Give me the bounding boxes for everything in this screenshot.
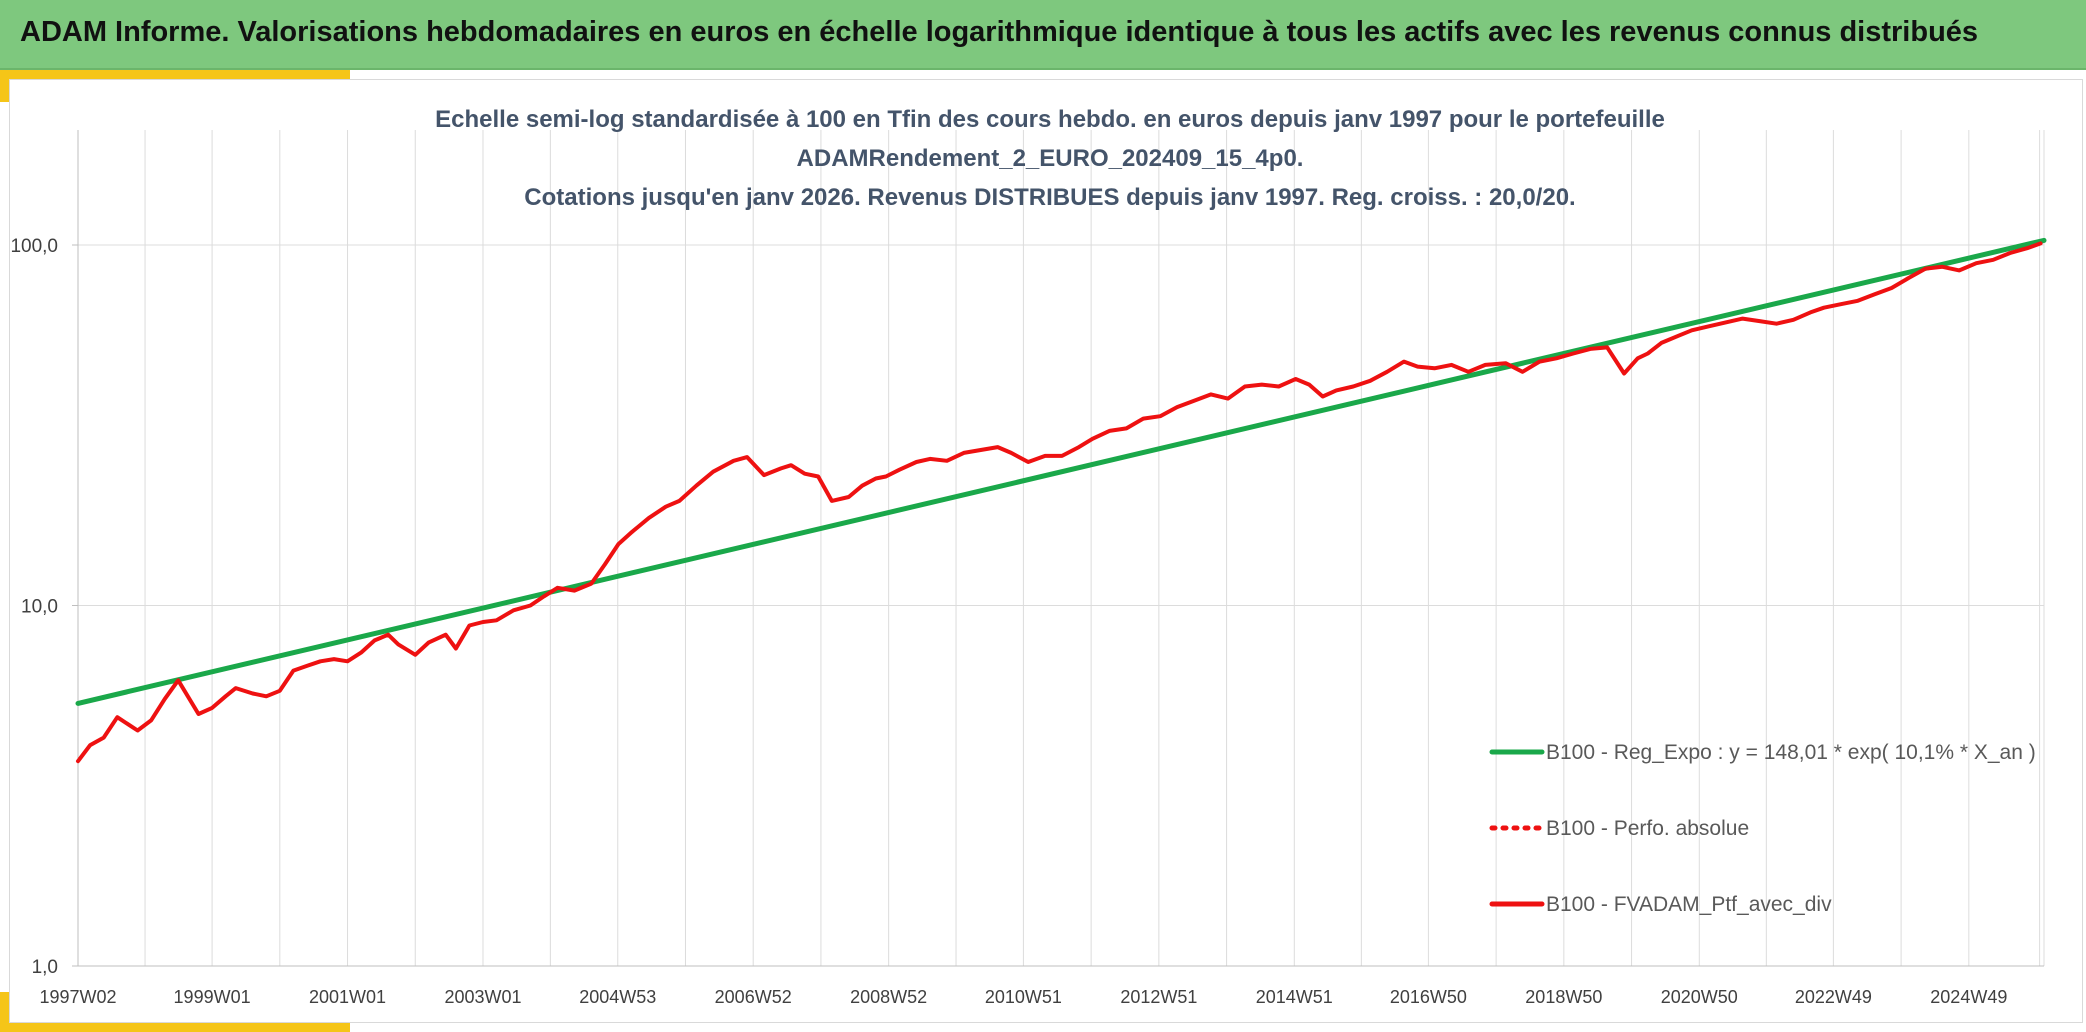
chart-title-line-1: Echelle semi-log standardisée à 100 en T… [435,106,1665,133]
x-tick-label: 2001W01 [309,987,386,1007]
x-tick-label: 2022W49 [1795,987,1872,1007]
x-tick-label: 2014W51 [1256,987,1333,1007]
chart-title-line-2: ADAMRendement_2_EURO_202409_15_4p0. [797,145,1304,172]
portfolio-series [76,241,2043,764]
accent-bar-left-bottom [0,992,9,1032]
grid-layer [77,130,2045,967]
legend-label-portfolio-series: B100 - FVADAM_Ptf_avec_div [1546,893,1832,916]
chart-title-line-3: Cotations jusqu'en janv 2026. Revenus DI… [524,184,1575,211]
accent-bar-bottom [0,1023,350,1032]
x-tick-label: 2012W51 [1120,987,1197,1007]
x-tick-label: 2004W53 [579,987,656,1007]
series-layer [75,237,2047,764]
header-banner: ADAM Informe. Valorisations hebdomadaire… [0,0,2086,70]
accent-bar-top [0,70,350,79]
accent-bar-left-top [0,70,9,102]
x-tick-label: 2006W52 [715,987,792,1007]
legend-label-perfo-absolue-series: B100 - Perfo. absolue [1546,817,1749,840]
x-tick-label: 2024W49 [1930,987,2007,1007]
y-tick-label: 10,0 [21,597,58,618]
x-tick-label: 2018W50 [1525,987,1602,1007]
x-tick-label: 2008W52 [850,987,927,1007]
banner-title: ADAM Informe. Valorisations hebdomadaire… [20,16,1979,48]
chart-title: Echelle semi-log standardisée à 100 en T… [435,106,1665,211]
x-tick-label: 2020W50 [1661,987,1738,1007]
legend-label-regression-line: B100 - Reg_Expo : y = 148,01 * exp( 10,1… [1546,741,2036,764]
x-tick-label: 1997W02 [39,987,116,1007]
x-tick-label: 2016W50 [1390,987,1467,1007]
x-tick-label: 1999W01 [174,987,251,1007]
y-tick-label: 100,0 [10,236,58,257]
x-tick-label: 2010W51 [985,987,1062,1007]
legend: B100 - Reg_Expo : y = 148,01 * exp( 10,1… [1489,741,2036,916]
regression-line [75,237,2047,706]
axis-layer: 1997W02 1999W01 2001W01 2003W01 2004W53 2006W… [10,130,2007,1007]
x-tick-label: 2003W01 [444,987,521,1007]
y-tick-label: 1,0 [32,957,58,978]
